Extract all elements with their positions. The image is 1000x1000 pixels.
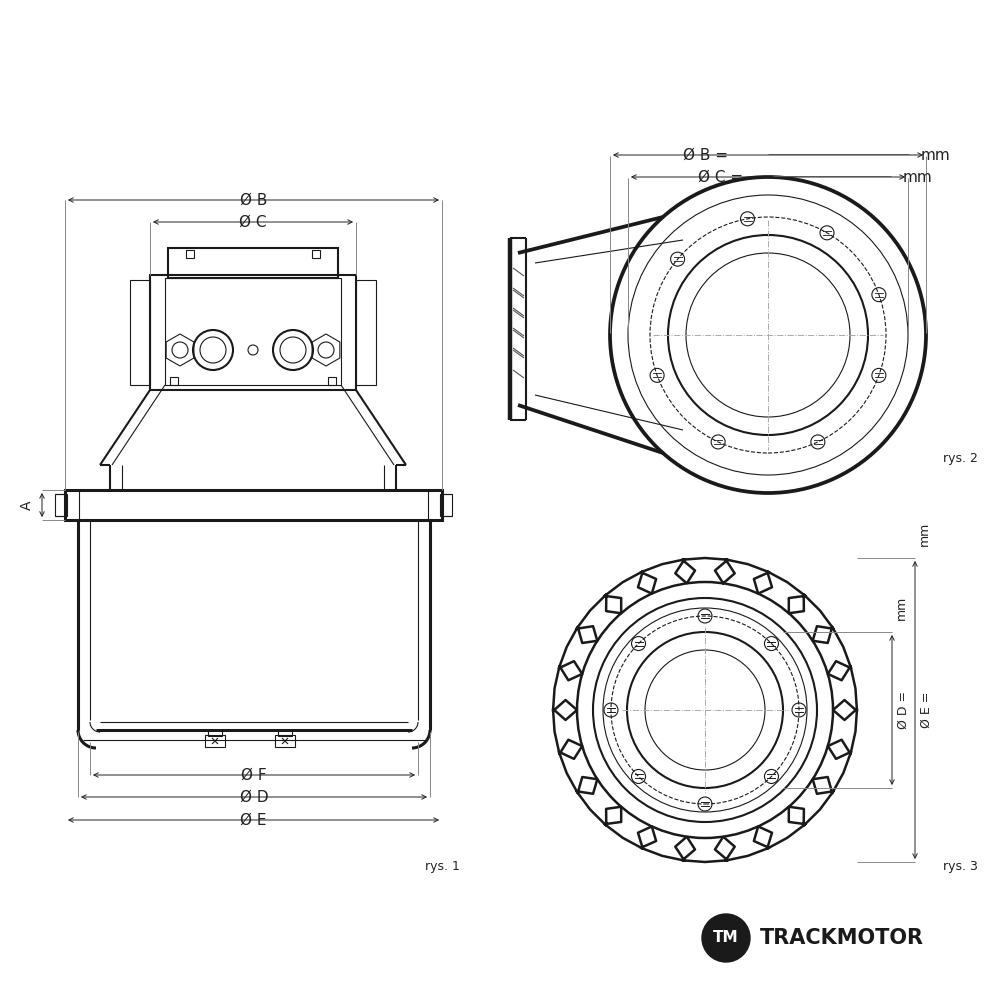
Text: rys. 1: rys. 1	[425, 860, 460, 873]
Bar	[312, 250, 320, 258]
Text: mm: mm	[903, 170, 933, 185]
Text: TRACKMOTOR: TRACKMOTOR	[760, 928, 924, 948]
Bar	[150, 275, 356, 390]
Bar	[165, 278, 341, 385]
Text: Ø B =: Ø B =	[683, 148, 728, 163]
Text: Ø F: Ø F	[241, 768, 267, 783]
Circle shape	[702, 914, 750, 962]
Bar	[205, 735, 225, 747]
Text: rys. 3: rys. 3	[943, 860, 978, 873]
Bar	[356, 280, 376, 385]
Bar	[130, 280, 150, 385]
Text: Ø D =: Ø D =	[897, 691, 910, 729]
Text: mm: mm	[921, 148, 951, 163]
Text: Ø C =: Ø C =	[698, 170, 743, 185]
Bar	[186, 250, 194, 258]
Text: Ø E: Ø E	[240, 813, 267, 828]
Bar	[208, 730, 222, 736]
Text: Ø E =: Ø E =	[920, 692, 933, 728]
Text: Ø B: Ø B	[240, 193, 267, 208]
Text: rys. 2: rys. 2	[943, 452, 978, 465]
Text: mm: mm	[918, 522, 931, 546]
Bar	[168, 248, 338, 278]
Bar	[275, 735, 295, 747]
Bar	[278, 730, 292, 736]
Text: Ø C: Ø C	[239, 215, 267, 230]
Bar	[328, 377, 336, 385]
Text: mm: mm	[895, 596, 908, 620]
Bar	[170, 377, 178, 385]
Bar	[65, 490, 442, 520]
Text: TM: TM	[713, 930, 739, 946]
Text: A: A	[20, 500, 34, 510]
Text: Ø D: Ø D	[240, 790, 268, 805]
